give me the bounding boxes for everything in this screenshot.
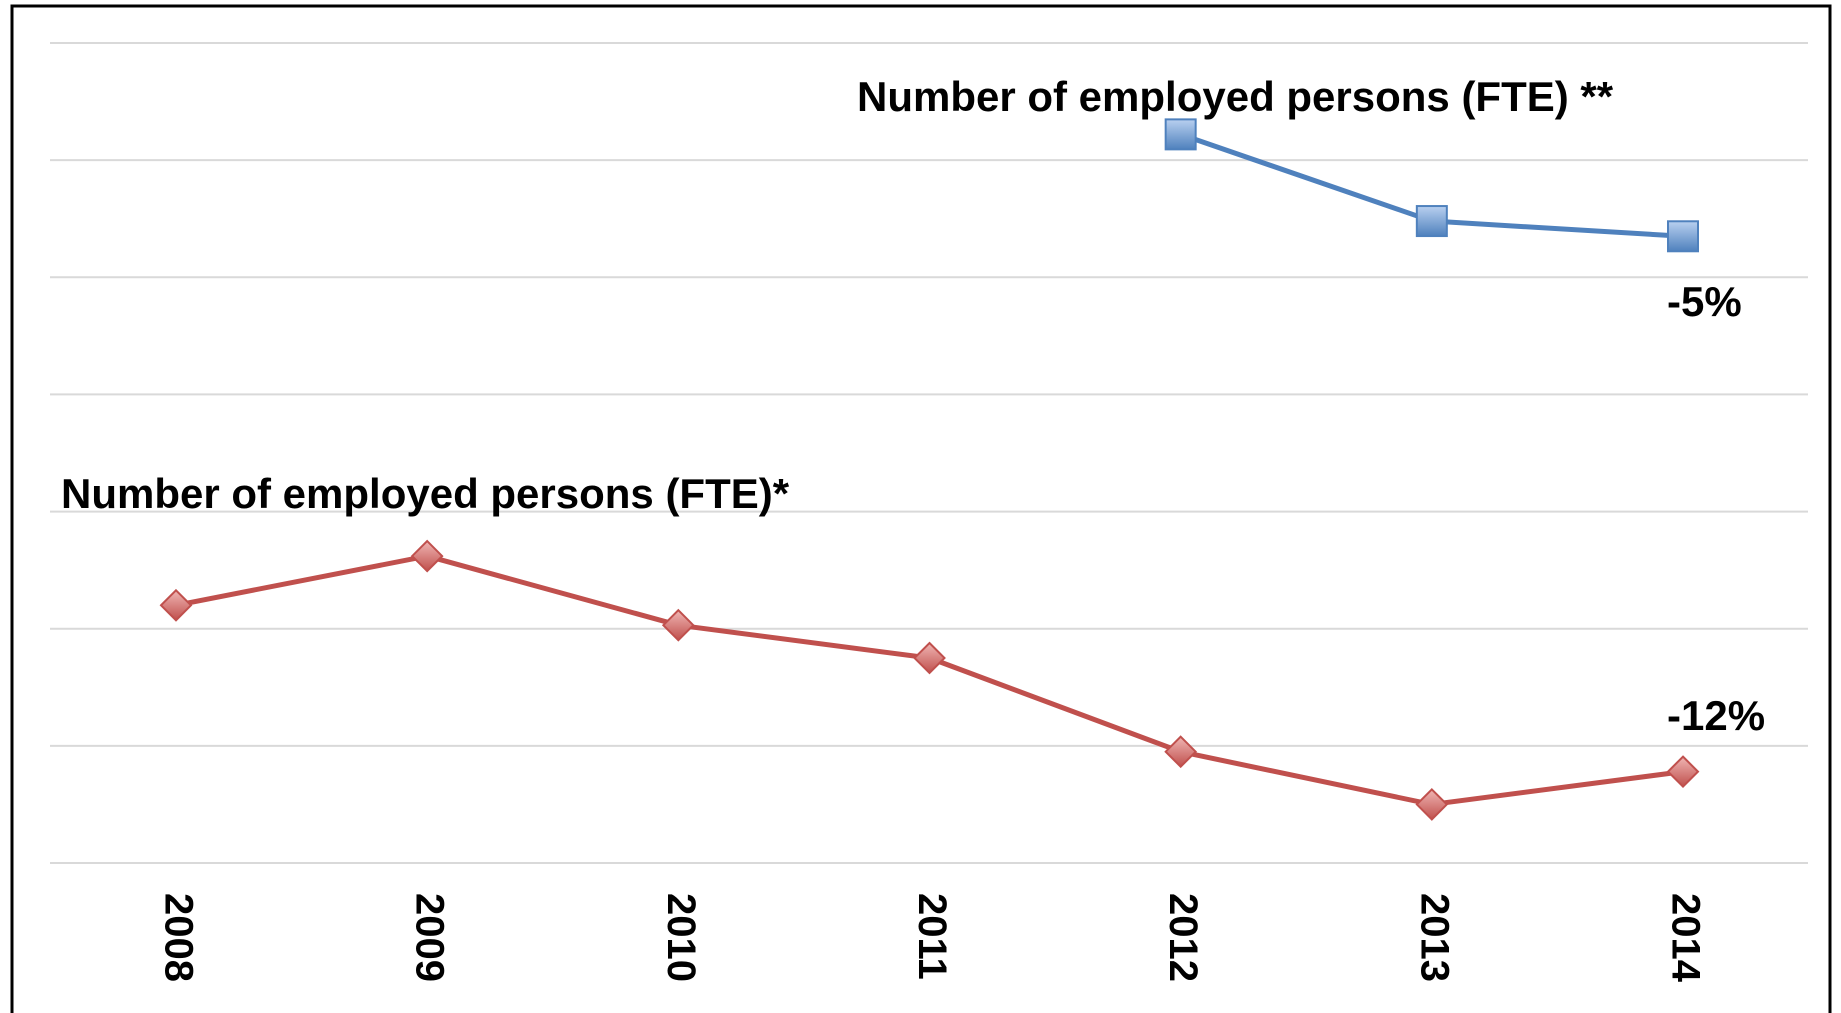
marker [159,588,193,622]
series-label: Number of employed persons (FTE)* [61,470,790,517]
marker [1415,205,1448,238]
x-tick-label: 2014 [1663,893,1707,983]
frame [10,4,1832,1013]
x-tick-label: 2012 [1161,893,1205,982]
series-label: Number of employed persons (FTE) ** [857,73,1614,120]
x-tick-label: 2008 [156,893,200,982]
marker [1667,220,1699,253]
series-line [175,553,1684,807]
x-tick-label: 2009 [408,893,452,982]
marker [1164,118,1197,151]
marker [913,641,946,675]
marker [410,539,444,573]
marker [1666,755,1700,789]
marker [1415,788,1449,821]
x-tick-label: 2013 [1412,893,1456,982]
change-label: -12% [1667,692,1765,739]
x-tick-label: 2011 [910,893,954,980]
marker [1164,735,1198,769]
marker [661,608,695,642]
change-label: -5% [1667,278,1742,325]
x-tick-label: 2010 [659,893,703,982]
